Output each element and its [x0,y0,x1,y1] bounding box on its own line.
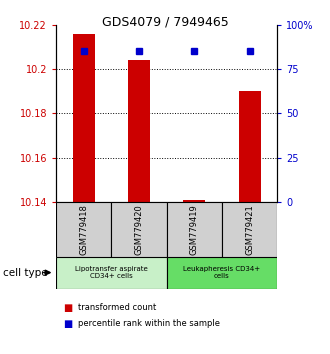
Text: GSM779421: GSM779421 [245,204,254,255]
Text: cell type: cell type [3,268,48,278]
Text: GSM779420: GSM779420 [135,204,144,255]
Text: GSM779419: GSM779419 [190,204,199,255]
Bar [183,200,205,202]
Bar [222,202,277,257]
Bar [56,202,112,257]
Text: transformed count: transformed count [78,303,156,313]
Bar [239,91,261,202]
Bar [73,34,95,202]
Text: GSM779418: GSM779418 [79,204,88,255]
Bar [167,202,222,257]
Text: ■: ■ [63,319,72,329]
Text: Leukapheresis CD34+
cells: Leukapheresis CD34+ cells [183,266,260,279]
Bar [128,60,150,202]
Bar [56,257,167,289]
Text: ■: ■ [63,303,72,313]
Bar [167,257,277,289]
Text: GDS4079 / 7949465: GDS4079 / 7949465 [102,16,228,29]
Bar [112,202,167,257]
Text: percentile rank within the sample: percentile rank within the sample [78,319,219,329]
Text: Lipotransfer aspirate
CD34+ cells: Lipotransfer aspirate CD34+ cells [75,266,148,279]
